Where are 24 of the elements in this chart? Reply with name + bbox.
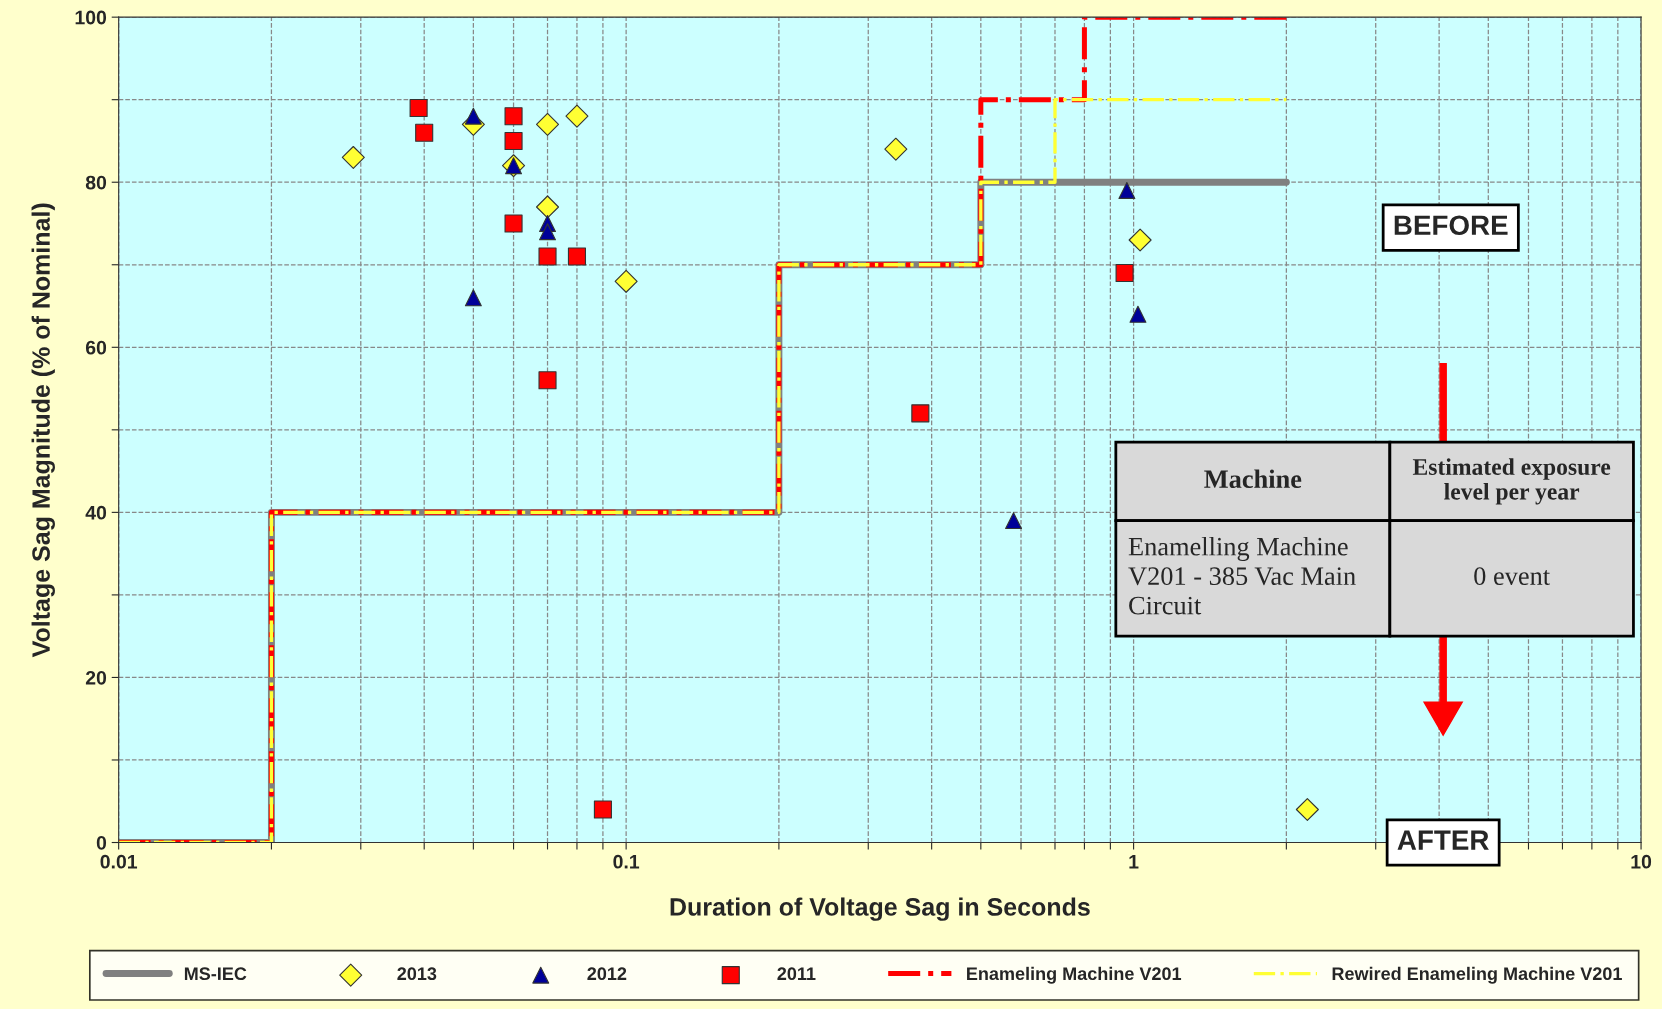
legend-label: MS-IEC [184,967,247,981]
x-tick-label: 10 [1631,854,1652,869]
annotation: Machine [1204,469,1302,489]
x-tick-label: 0.1 [613,854,640,869]
annotation: AFTER [1397,830,1489,850]
annotation: Estimated exposure level per year [1412,458,1611,505]
x-axis-title: Duration of Voltage Sag in Seconds [670,897,1090,921]
legend-label: 2011 [777,967,816,981]
y-tick-label: 40 [85,505,107,520]
annotation: BEFORE [1394,215,1508,236]
legend-label: 2013 [397,967,437,981]
legend-label: Rewired Enameling Machine V201 [1332,966,1622,984]
y-tick-label: 100 [75,10,107,25]
x-tick-label: 0.01 [100,854,138,869]
y-tick-label: 20 [85,670,107,685]
annotation: Enamelling Machine V201 - 385 Vac Main Circuit [1128,536,1356,615]
annotation: 0 event [1474,567,1550,585]
legend-label: Enameling Machine V201 [967,966,1182,984]
y-tick-label: 0 [96,835,107,850]
y-axis-title: Voltage Sag Magnitude (% of Nominal) [31,203,55,658]
y-tick-label: 60 [85,340,107,355]
y-tick-label: 80 [85,175,107,190]
legend-label: 2012 [587,967,627,981]
x-tick-label: 1 [1129,855,1139,869]
